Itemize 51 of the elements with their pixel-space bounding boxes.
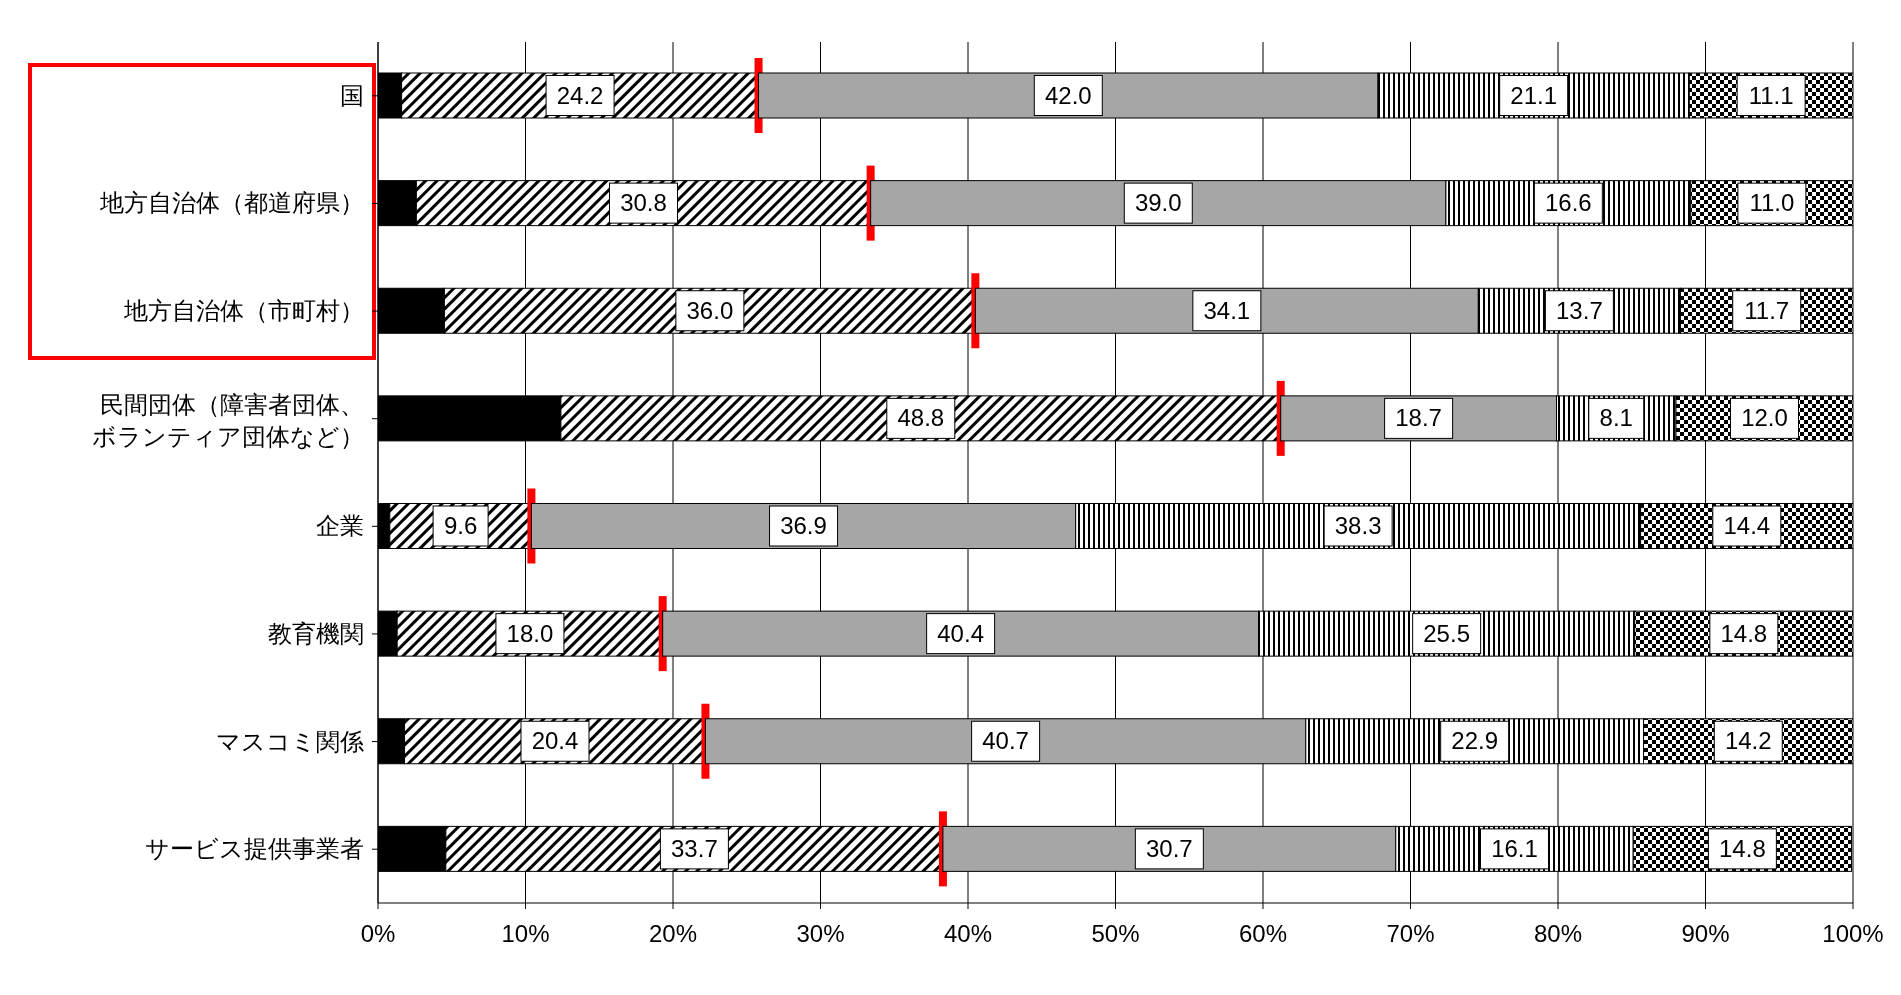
data-label: 40.4 xyxy=(937,619,984,647)
data-label: 16.1 xyxy=(1491,834,1538,862)
y-tick-label: マスコミ関係 xyxy=(216,727,364,755)
data-label: 30.8 xyxy=(620,189,667,217)
data-label: 22.9 xyxy=(1451,727,1499,755)
data-label: 14.8 xyxy=(1720,619,1768,647)
x-tick-label: 70% xyxy=(1386,920,1435,948)
x-tick-label: 50% xyxy=(1091,920,1140,948)
data-label: 18.7 xyxy=(1395,404,1442,432)
x-tick-label: 90% xyxy=(1681,920,1730,948)
data-label: 39.0 xyxy=(1134,189,1182,217)
x-tick-label: 40% xyxy=(943,920,993,948)
data-label: 25.5 xyxy=(1423,619,1470,647)
y-tick-label: 地方自治体（市町村） xyxy=(123,297,364,325)
data-label: 36.0 xyxy=(686,296,734,324)
data-label: 11.7 xyxy=(1744,296,1790,324)
x-tick-label: 60% xyxy=(1238,920,1288,948)
data-label: 8.1 xyxy=(1599,404,1633,432)
y-tick-label: 地方自治体（都道府県） xyxy=(99,189,364,217)
data-label: 38.3 xyxy=(1334,512,1382,539)
data-label: 24.2 xyxy=(556,81,604,109)
data-label: 36.9 xyxy=(780,512,827,539)
data-label: 16.6 xyxy=(1544,189,1592,217)
data-label: 18.0 xyxy=(506,619,554,647)
y-tick-label: 国 xyxy=(340,81,364,109)
x-tick-label: 20% xyxy=(648,920,698,948)
data-label: 14.8 xyxy=(1719,834,1766,862)
data-label: 33.7 xyxy=(671,834,718,862)
y-tick-label: 企業 xyxy=(316,512,364,540)
x-tick-label: 100% xyxy=(1822,920,1884,948)
data-label: 12.0 xyxy=(1741,404,1788,432)
data-label: 20.4 xyxy=(531,727,579,755)
data-label: 11.0 xyxy=(1749,189,1795,217)
data-label: 13.7 xyxy=(1556,296,1603,324)
data-label: 21.1 xyxy=(1510,81,1558,109)
data-label: 9.6 xyxy=(443,512,478,539)
data-label: 14.4 xyxy=(1723,512,1771,539)
data-label: 40.7 xyxy=(982,727,1029,755)
x-tick-label: 10% xyxy=(501,920,550,948)
x-tick-label: 0% xyxy=(360,920,396,948)
data-label: 34.1 xyxy=(1203,296,1251,324)
x-tick-label: 80% xyxy=(1533,920,1583,948)
y-tick-label: サービス提供事業者 xyxy=(145,835,364,863)
y-tick-label: 教育機関 xyxy=(268,619,364,647)
data-label: 30.7 xyxy=(1145,834,1193,862)
data-label: 48.8 xyxy=(897,404,945,432)
data-label: 11.1 xyxy=(1748,81,1794,109)
data-label: 14.2 xyxy=(1724,727,1772,755)
y-tick-label: 民間団体（障害者団体、ボランティア団体など） xyxy=(92,390,364,450)
data-label: 42.0 xyxy=(1044,81,1092,109)
x-tick-label: 30% xyxy=(796,920,845,948)
